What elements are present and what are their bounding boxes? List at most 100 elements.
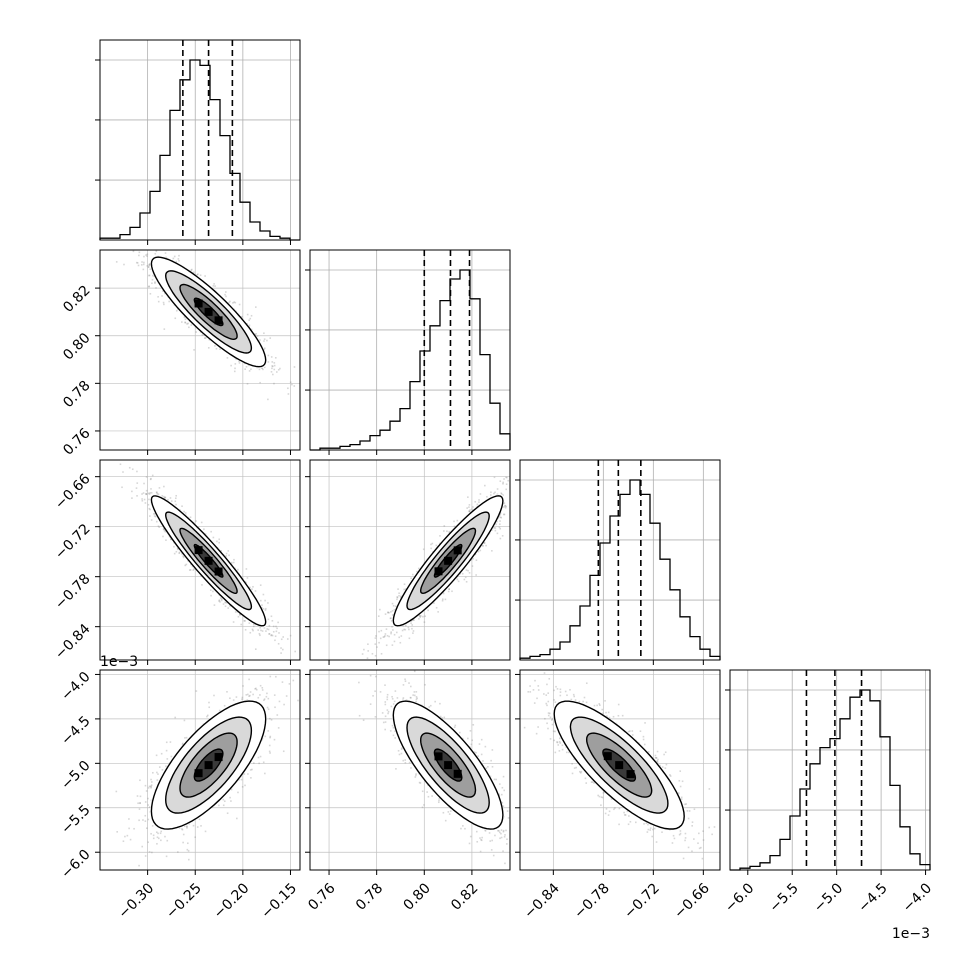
scatter-point (154, 515, 157, 518)
scatter-point (152, 513, 155, 515)
scatter-point (398, 636, 401, 639)
contour-line (150, 256, 267, 368)
scatter-point (154, 252, 157, 255)
scatter-point (163, 303, 165, 306)
scatter-point (260, 367, 263, 369)
scatter-point (294, 650, 297, 653)
scatter-point (442, 592, 445, 595)
scatter-point (241, 315, 243, 318)
scatter-point (145, 493, 148, 495)
scatter-point (407, 626, 410, 629)
scatter-point (155, 250, 158, 253)
scatter-point (435, 544, 438, 547)
scatter-point (246, 313, 249, 316)
scatter-point (435, 606, 438, 609)
scatter-point (182, 556, 185, 559)
scatter-point (502, 494, 504, 497)
scatter-point (431, 542, 434, 545)
scatter-point (245, 365, 248, 368)
scatter-point (164, 496, 166, 499)
scatter-point (148, 851, 151, 853)
scatter-point (499, 527, 502, 530)
scatter-point (177, 258, 180, 260)
scatter-point (443, 530, 445, 532)
scatter-point (143, 498, 146, 501)
scatter-point (453, 520, 455, 523)
scatter-point (173, 255, 176, 258)
scatter-point (154, 513, 156, 515)
scatter-point (163, 485, 165, 488)
scatter-point (248, 324, 251, 327)
scatter-point (157, 525, 160, 528)
scatter-point (507, 479, 510, 482)
scatter-point (273, 364, 276, 367)
scatter-point (151, 474, 154, 477)
scatter-point (379, 608, 381, 611)
scatter-point (396, 596, 399, 599)
scatter-point (138, 864, 140, 867)
scatter-point (478, 499, 480, 501)
scatter-point (169, 538, 172, 540)
scatter-point (163, 328, 166, 330)
scatter-point (504, 505, 507, 507)
scatter-point (499, 512, 502, 515)
scatter-point (476, 503, 479, 506)
scatter-point (163, 529, 166, 532)
scatter-point (150, 477, 152, 480)
scatter-point (249, 317, 252, 320)
scatter-point (244, 580, 247, 583)
scatter-point (175, 260, 178, 263)
scatter-point (496, 532, 499, 535)
scatter-point (384, 635, 386, 637)
scatter-point (374, 643, 377, 645)
scatter-point (188, 569, 191, 571)
scatter-point (176, 547, 179, 550)
scatter-point (386, 634, 389, 637)
scatter-point (227, 550, 230, 552)
scatter-point (258, 368, 261, 371)
density-peak (214, 316, 223, 325)
scatter-point (174, 500, 177, 503)
scatter-point (226, 357, 229, 359)
scatter-point (191, 565, 194, 568)
scatter-point (175, 550, 178, 553)
scatter-point (157, 296, 159, 298)
scatter-point (189, 516, 192, 519)
scatter-point (265, 607, 267, 610)
scatter-point (503, 502, 506, 504)
scatter-point (400, 595, 402, 598)
scatter-point (377, 615, 380, 617)
scatter-point (261, 604, 263, 606)
scatter-point (469, 511, 471, 513)
scatter-point (466, 507, 468, 509)
scatter-point (269, 337, 272, 339)
scatter-point (419, 615, 421, 617)
scatter-point (148, 507, 151, 510)
scatter-point (468, 572, 471, 574)
scatter-point (201, 584, 203, 586)
scatter-point (143, 261, 145, 264)
scatter-point (213, 604, 216, 606)
scatter-point (273, 368, 276, 371)
scatter-point (383, 636, 386, 638)
scatter-point (218, 599, 221, 601)
scatter-point (161, 495, 164, 497)
scatter-point (183, 316, 186, 319)
scatter-point (498, 515, 500, 518)
scatter-point (490, 494, 492, 496)
scatter-point (363, 648, 365, 651)
scatter-point (262, 368, 264, 371)
scatter-point (254, 648, 257, 650)
scatter-point (390, 632, 392, 635)
scatter-point (393, 608, 396, 611)
scatter-point (164, 530, 167, 533)
scatter-point (248, 370, 251, 372)
scatter-point (234, 367, 236, 370)
scatter-point (141, 845, 144, 848)
scatter-point (418, 618, 420, 620)
scatter-point (467, 569, 469, 572)
scatter-point (493, 476, 496, 479)
scatter-point (500, 492, 503, 495)
scatter-point (190, 269, 192, 272)
scatter-point (193, 271, 195, 274)
